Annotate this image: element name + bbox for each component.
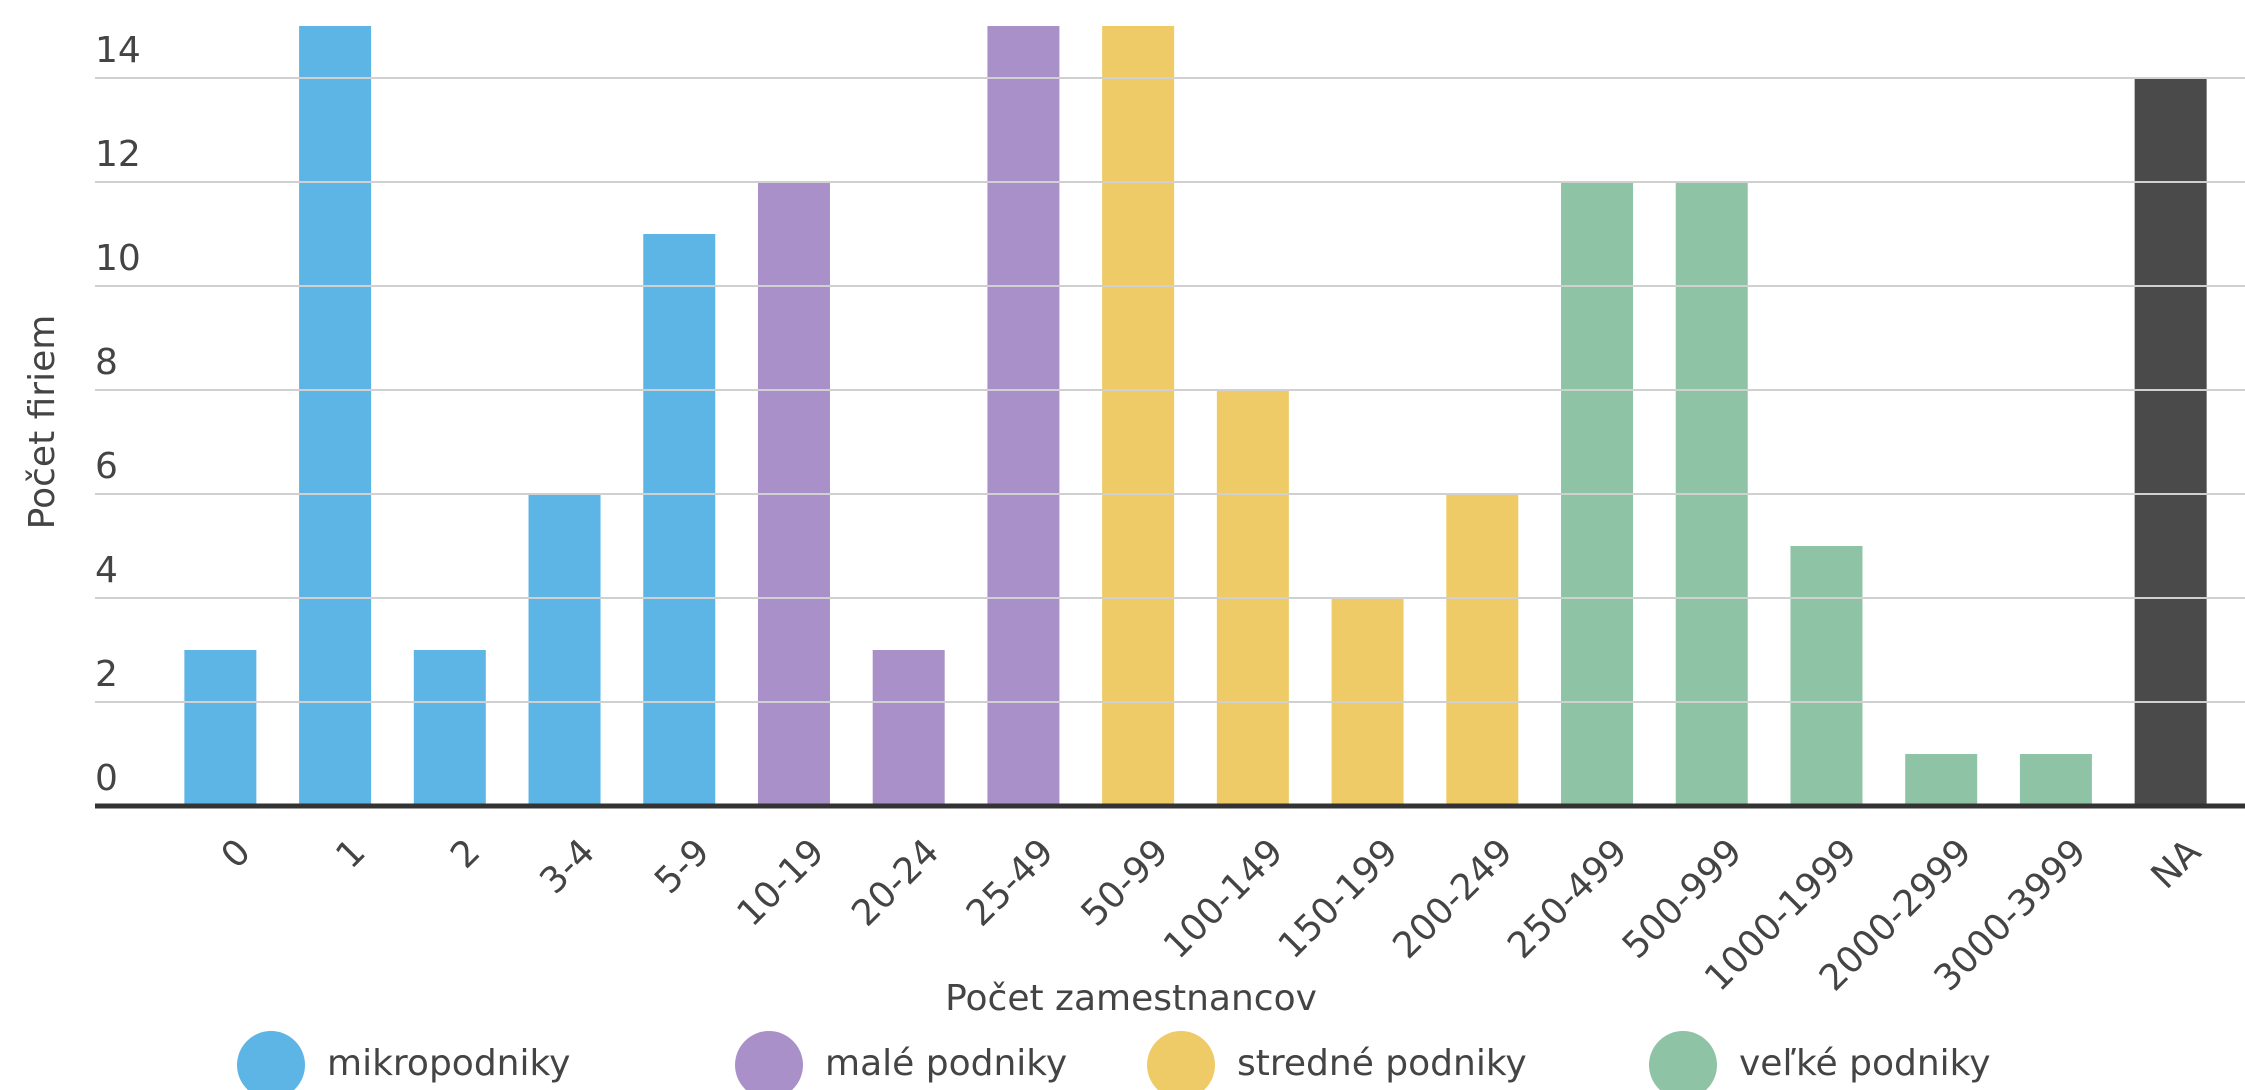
x-tick-label: 3-4 xyxy=(532,831,603,902)
x-tick-label: 1 xyxy=(328,831,373,876)
x-tick-label: 150-199 xyxy=(1271,831,1406,966)
y-tick-label: 6 xyxy=(95,446,118,487)
y-axis-title: Počet firiem xyxy=(22,315,63,530)
bar xyxy=(1102,26,1175,806)
bar xyxy=(643,234,716,806)
y-tick-label: 8 xyxy=(95,342,118,383)
x-tick-label: 50-99 xyxy=(1074,831,1177,934)
bar xyxy=(1446,494,1519,806)
legend-label: veľké podniky xyxy=(1739,1043,1991,1084)
bar xyxy=(987,26,1060,806)
y-tick-label: 12 xyxy=(95,134,141,175)
bar xyxy=(872,650,945,806)
legend-swatch xyxy=(237,1031,305,1090)
y-tick-label: 0 xyxy=(95,758,118,799)
bar xyxy=(299,26,372,806)
y-tick-label: 14 xyxy=(95,30,141,71)
bar xyxy=(184,650,257,806)
bar xyxy=(413,650,486,806)
bar xyxy=(2134,78,2207,806)
legend-label: mikropodniky xyxy=(327,1043,570,1084)
x-tick-label: 20-24 xyxy=(844,831,947,934)
x-tick-label: 250-499 xyxy=(1500,831,1635,966)
legend-swatch xyxy=(1649,1031,1717,1090)
x-tick-label: 5-9 xyxy=(647,831,718,902)
y-tick-label: 10 xyxy=(95,238,141,279)
legend-label: stredné podniky xyxy=(1237,1043,1527,1084)
x-tick-label: NA xyxy=(2144,831,2210,897)
y-tick-label: 2 xyxy=(95,654,118,695)
bar xyxy=(1790,546,1863,806)
x-tick-label: 200-249 xyxy=(1385,831,1520,966)
x-tick-label: 0 xyxy=(214,831,259,876)
legend-swatch xyxy=(735,1031,803,1090)
y-tick-label: 4 xyxy=(95,550,118,591)
x-tick-label: 25-49 xyxy=(959,831,1062,934)
bar xyxy=(1905,754,1978,806)
x-tick-label: 10-19 xyxy=(729,831,832,934)
bar xyxy=(2019,754,2092,806)
x-tick-label: 2 xyxy=(443,831,488,876)
legend-swatch xyxy=(1147,1031,1215,1090)
legend-label: malé podniky xyxy=(825,1043,1067,1084)
x-tick-label: 100-149 xyxy=(1156,831,1291,966)
x-axis-title: Počet zamestnancov xyxy=(945,978,1317,1019)
bar xyxy=(528,494,601,806)
plot-area xyxy=(184,26,2207,806)
